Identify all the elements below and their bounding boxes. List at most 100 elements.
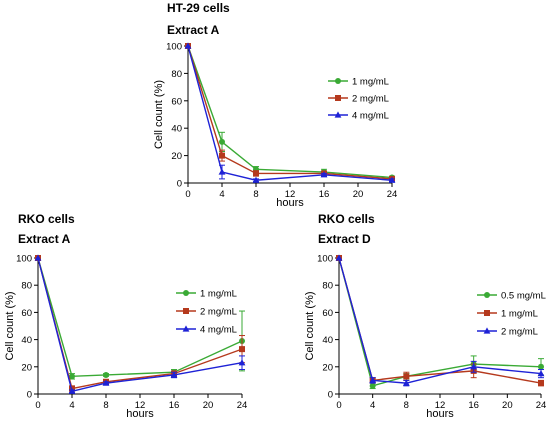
y-tick-label: 0 xyxy=(177,179,182,190)
y-tick-label: 40 xyxy=(322,335,333,346)
legend-entry-2: 2 mg/mL xyxy=(328,94,389,105)
y-tick-label: 100 xyxy=(16,254,32,265)
chart-panel-rko-extract-d: RKO cells Extract D 0 20 40 60 80 100 0 4 8 12 16 20 2… xyxy=(304,212,546,420)
x-tick-label: 0 xyxy=(185,189,190,200)
x-tick-label: 4 xyxy=(219,189,224,200)
data-point xyxy=(403,373,410,380)
x-tick-label: 16 xyxy=(319,189,330,200)
x-tick-label: 16 xyxy=(169,400,180,411)
legend-marker xyxy=(335,95,341,101)
x-tick-label: 12 xyxy=(435,400,446,411)
chart-subtitle: Extract A xyxy=(18,232,71,246)
x-tick-label: 20 xyxy=(203,400,214,411)
x-tick-label: 4 xyxy=(69,400,74,411)
x-tick-label: 0 xyxy=(336,400,341,411)
chart-title: HT-29 cells xyxy=(167,1,230,15)
chart-panel-ht29-extract-a: HT-29 cells Extract A 0 20 40 60 80 100 0 4 8 12 16 2… xyxy=(153,1,397,209)
x-tick-label: 24 xyxy=(387,189,398,200)
y-tick-label: 0 xyxy=(328,390,333,401)
legend-marker xyxy=(183,308,189,314)
data-point xyxy=(219,152,225,159)
data-point xyxy=(470,363,478,370)
legend-label: 1 mg/mL xyxy=(352,77,389,88)
legend-label: 0.5 mg/mL xyxy=(501,291,546,302)
data-point xyxy=(239,346,245,353)
legend-marker xyxy=(334,111,342,118)
data-point xyxy=(402,379,410,386)
y-tick-label: 80 xyxy=(322,281,333,292)
legend-label: 2 mg/mL xyxy=(352,94,389,105)
legend-marker xyxy=(483,327,491,334)
data-point xyxy=(369,382,376,389)
data-point xyxy=(34,254,42,261)
legend-entry-2: 2 mg/mL xyxy=(176,307,237,318)
data-point xyxy=(219,138,225,145)
y-tick-label: 40 xyxy=(21,335,32,346)
data-point xyxy=(388,176,396,183)
legend-label: 2 mg/mL xyxy=(200,307,237,318)
y-axis-label: Cell count (%) xyxy=(4,291,16,360)
data-point xyxy=(369,376,377,383)
y-tick-label: 60 xyxy=(21,308,32,319)
legend-label: 4 mg/mL xyxy=(200,325,237,336)
y-tick-label: 100 xyxy=(317,254,333,265)
data-point xyxy=(538,363,544,370)
data-point xyxy=(537,370,545,377)
x-axis-label: hours xyxy=(276,197,304,209)
legend-label: 1 mg/mL xyxy=(501,309,538,320)
y-tick-label: 20 xyxy=(21,362,32,373)
series-1 xyxy=(336,255,544,390)
data-point xyxy=(335,254,343,261)
legend-marker xyxy=(183,290,189,296)
legend-entry-3: 4 mg/mL xyxy=(328,111,389,122)
chart-panel-rko-extract-a: RKO cells Extract A 0 20 40 60 80 100 0 4 8 12 16 20 2… xyxy=(4,212,247,420)
legend-entry-3: 2 mg/mL xyxy=(477,327,538,338)
legend-entry-1: 1 mg/mL xyxy=(176,289,237,300)
x-tick-label: 24 xyxy=(536,400,547,411)
y-tick-label: 80 xyxy=(171,69,182,80)
legend-marker xyxy=(484,310,490,316)
x-tick-label: 24 xyxy=(237,400,248,411)
data-point xyxy=(170,371,178,378)
data-point xyxy=(238,359,246,366)
data-point xyxy=(218,168,226,175)
legend-marker xyxy=(484,292,490,298)
legend-entry-2: 1 mg/mL xyxy=(477,309,538,320)
x-tick-label: 20 xyxy=(502,400,513,411)
x-tick-label: 8 xyxy=(103,400,108,411)
legend-label: 4 mg/mL xyxy=(352,111,389,122)
y-tick-label: 80 xyxy=(21,281,32,292)
y-tick-label: 100 xyxy=(166,42,182,53)
chart-title: RKO cells xyxy=(318,212,375,226)
data-point xyxy=(69,373,75,380)
y-axis-label: Cell count (%) xyxy=(153,80,165,149)
chart-subtitle: Extract A xyxy=(167,23,220,37)
legend-entry-1: 1 mg/mL xyxy=(328,77,389,88)
data-point xyxy=(320,171,328,178)
series-3 xyxy=(335,254,545,387)
legend-entry-1: 0.5 mg/mL xyxy=(477,291,546,302)
x-tick-label: 0 xyxy=(35,400,40,411)
legend-marker xyxy=(335,78,341,84)
series-line xyxy=(338,257,542,384)
x-axis-label: hours xyxy=(126,408,154,420)
x-tick-label: 8 xyxy=(253,189,258,200)
legend-entry-3: 4 mg/mL xyxy=(176,325,237,336)
x-tick-label: 20 xyxy=(353,189,364,200)
x-tick-label: 12 xyxy=(285,189,296,200)
chart-title: RKO cells xyxy=(18,212,75,226)
data-point xyxy=(103,371,109,378)
y-axis-label: Cell count (%) xyxy=(304,291,316,360)
series-3 xyxy=(184,42,396,183)
x-tick-label: 16 xyxy=(468,400,479,411)
x-axis-label: hours xyxy=(426,408,454,420)
y-tick-label: 20 xyxy=(171,151,182,162)
data-point xyxy=(184,42,192,49)
x-tick-label: 12 xyxy=(135,400,146,411)
data-point xyxy=(252,176,260,183)
data-point xyxy=(68,387,76,394)
x-tick-label: 4 xyxy=(370,400,375,411)
y-tick-label: 20 xyxy=(322,362,333,373)
chart-subtitle: Extract D xyxy=(318,232,371,246)
